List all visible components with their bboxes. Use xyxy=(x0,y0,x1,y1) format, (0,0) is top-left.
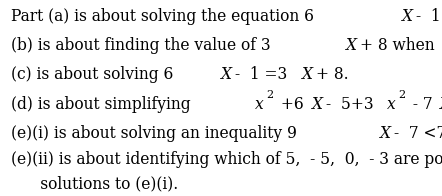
Text: x: x xyxy=(387,96,396,113)
Text: (d) is about simplifying: (d) is about simplifying xyxy=(11,96,200,113)
Text: X: X xyxy=(221,66,232,83)
Text: - 7: - 7 xyxy=(408,96,432,113)
Text: + 8 when: + 8 when xyxy=(360,37,440,54)
Text: -  1 =3: - 1 =3 xyxy=(235,66,287,83)
Text: 2: 2 xyxy=(267,90,274,100)
Text: (c) is about solving 6: (c) is about solving 6 xyxy=(11,66,173,83)
Text: -  7 <7: - 7 <7 xyxy=(394,125,442,142)
Text: (e)(i) is about solving an inequality 9: (e)(i) is about solving an inequality 9 xyxy=(11,125,297,142)
Text: 2: 2 xyxy=(399,90,406,100)
Text: Part (a) is about solving the equation 6: Part (a) is about solving the equation 6 xyxy=(11,8,314,24)
Text: X: X xyxy=(440,96,442,113)
Text: X: X xyxy=(346,37,357,54)
Text: solutions to (e)(i).: solutions to (e)(i). xyxy=(11,175,178,192)
Text: -  5+3: - 5+3 xyxy=(326,96,373,113)
Text: (e)(ii) is about identifying which of 5,  - 5,  0,  - 3 are possible: (e)(ii) is about identifying which of 5,… xyxy=(11,151,442,168)
Text: x: x xyxy=(255,96,264,113)
Text: -  1 =11.: - 1 =11. xyxy=(416,8,442,24)
Text: +6: +6 xyxy=(276,96,304,113)
Text: + 8.: + 8. xyxy=(316,66,349,83)
Text: X: X xyxy=(402,8,413,24)
Text: X: X xyxy=(302,66,313,83)
Text: X: X xyxy=(312,96,323,113)
Text: (b) is about finding the value of 3: (b) is about finding the value of 3 xyxy=(11,37,271,54)
Text: X: X xyxy=(380,125,391,142)
